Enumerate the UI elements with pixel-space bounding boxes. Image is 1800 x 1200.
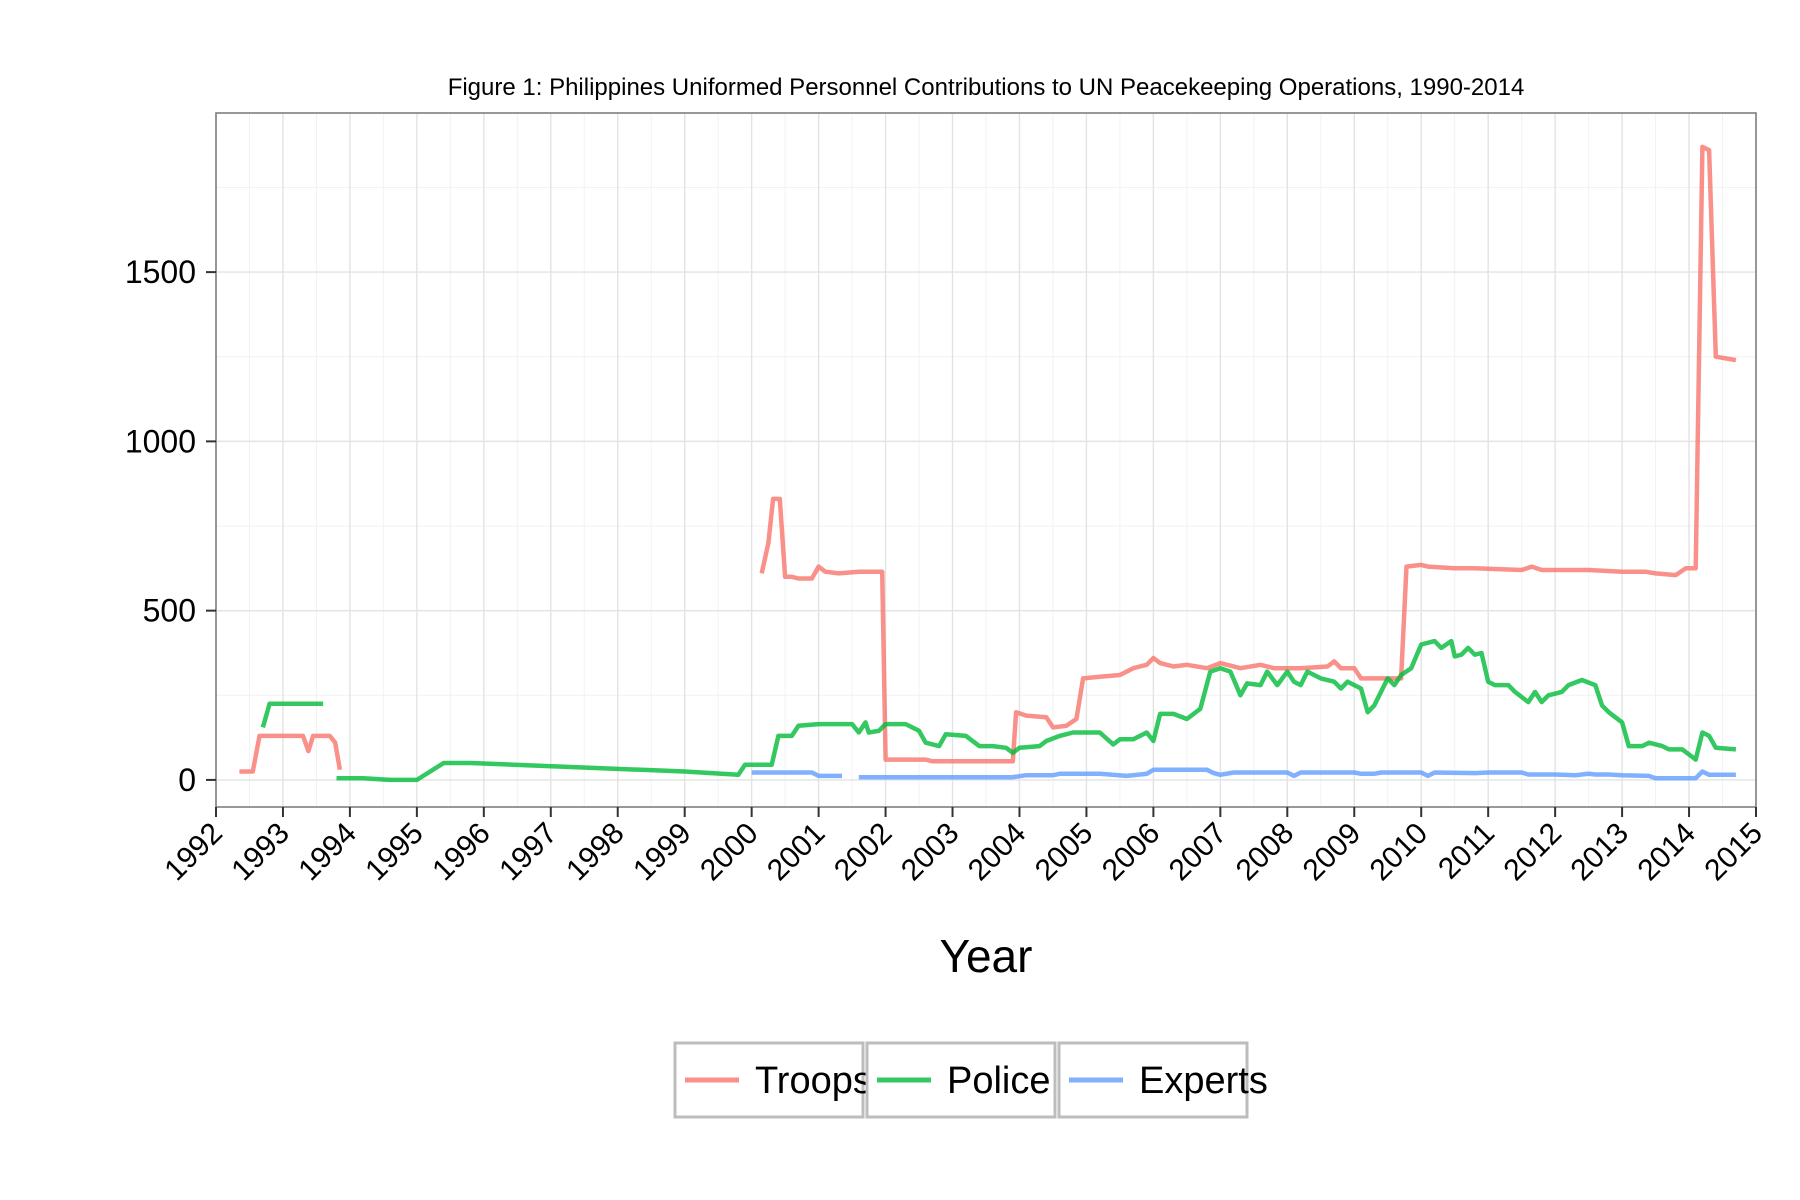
x-tick-label: 1999 bbox=[627, 817, 698, 888]
experts-series-line bbox=[751, 770, 842, 779]
x-tick-label: 2004 bbox=[962, 817, 1033, 888]
troops-series-line bbox=[759, 144, 1737, 764]
y-tick-label: 500 bbox=[143, 593, 196, 629]
x-axis: 1992199319941995199619971998199920002001… bbox=[158, 807, 1769, 887]
x-tick-label: 1995 bbox=[359, 817, 430, 888]
x-tick-label: 2014 bbox=[1631, 817, 1702, 888]
series-lines bbox=[239, 144, 1737, 783]
plot-border bbox=[215, 112, 1757, 808]
x-tick-label: 2012 bbox=[1498, 817, 1569, 888]
legend-label: Police bbox=[947, 1060, 1051, 1102]
x-tick-label: 1998 bbox=[560, 817, 631, 888]
legend-label: Experts bbox=[1139, 1060, 1268, 1102]
x-tick-label: 1997 bbox=[493, 817, 564, 888]
legend-label: Troops bbox=[755, 1060, 872, 1102]
x-tick-label: 2009 bbox=[1297, 817, 1368, 888]
y-tick-label: 1000 bbox=[125, 423, 196, 459]
x-tick-label: 2000 bbox=[694, 817, 765, 888]
x-tick-label: 2015 bbox=[1698, 817, 1769, 888]
x-tick-label: 2007 bbox=[1163, 817, 1234, 888]
legend-item-experts: Experts bbox=[1057, 1041, 1268, 1119]
x-tick-label: 2010 bbox=[1364, 817, 1435, 888]
x-tick-label: 1996 bbox=[426, 817, 497, 888]
y-tick-label: 1500 bbox=[125, 254, 196, 290]
legend-item-troops: Troops bbox=[673, 1041, 872, 1119]
x-tick-label: 2003 bbox=[895, 817, 966, 888]
x-tick-label: 2011 bbox=[1432, 817, 1501, 886]
chart-title: Figure 1: Philippines Uniformed Personne… bbox=[448, 74, 1525, 101]
police-series-line bbox=[260, 701, 324, 729]
troops-series-line bbox=[239, 733, 343, 774]
experts-series-line bbox=[858, 767, 1736, 781]
x-axis-title: Year bbox=[940, 930, 1033, 982]
x-tick-label: 2002 bbox=[828, 817, 899, 888]
x-tick-label: 2001 bbox=[761, 817, 832, 888]
y-axis: 0 500 1000 1500 bbox=[125, 254, 216, 798]
police-series-line bbox=[336, 638, 1737, 783]
x-tick-label: 2008 bbox=[1230, 817, 1301, 888]
x-tick-label: 1992 bbox=[158, 817, 229, 888]
x-tick-label: 2013 bbox=[1565, 817, 1636, 888]
legend-item-police: Police bbox=[865, 1041, 1057, 1119]
x-tick-label: 1993 bbox=[225, 817, 296, 888]
x-tick-label: 2006 bbox=[1096, 817, 1167, 888]
y-tick-label: 0 bbox=[178, 762, 196, 798]
x-tick-label: 2005 bbox=[1029, 817, 1100, 888]
minor-gridlines bbox=[216, 113, 1756, 807]
legend: Troops Police Experts bbox=[673, 1041, 1268, 1119]
x-tick-label: 1994 bbox=[292, 817, 363, 888]
